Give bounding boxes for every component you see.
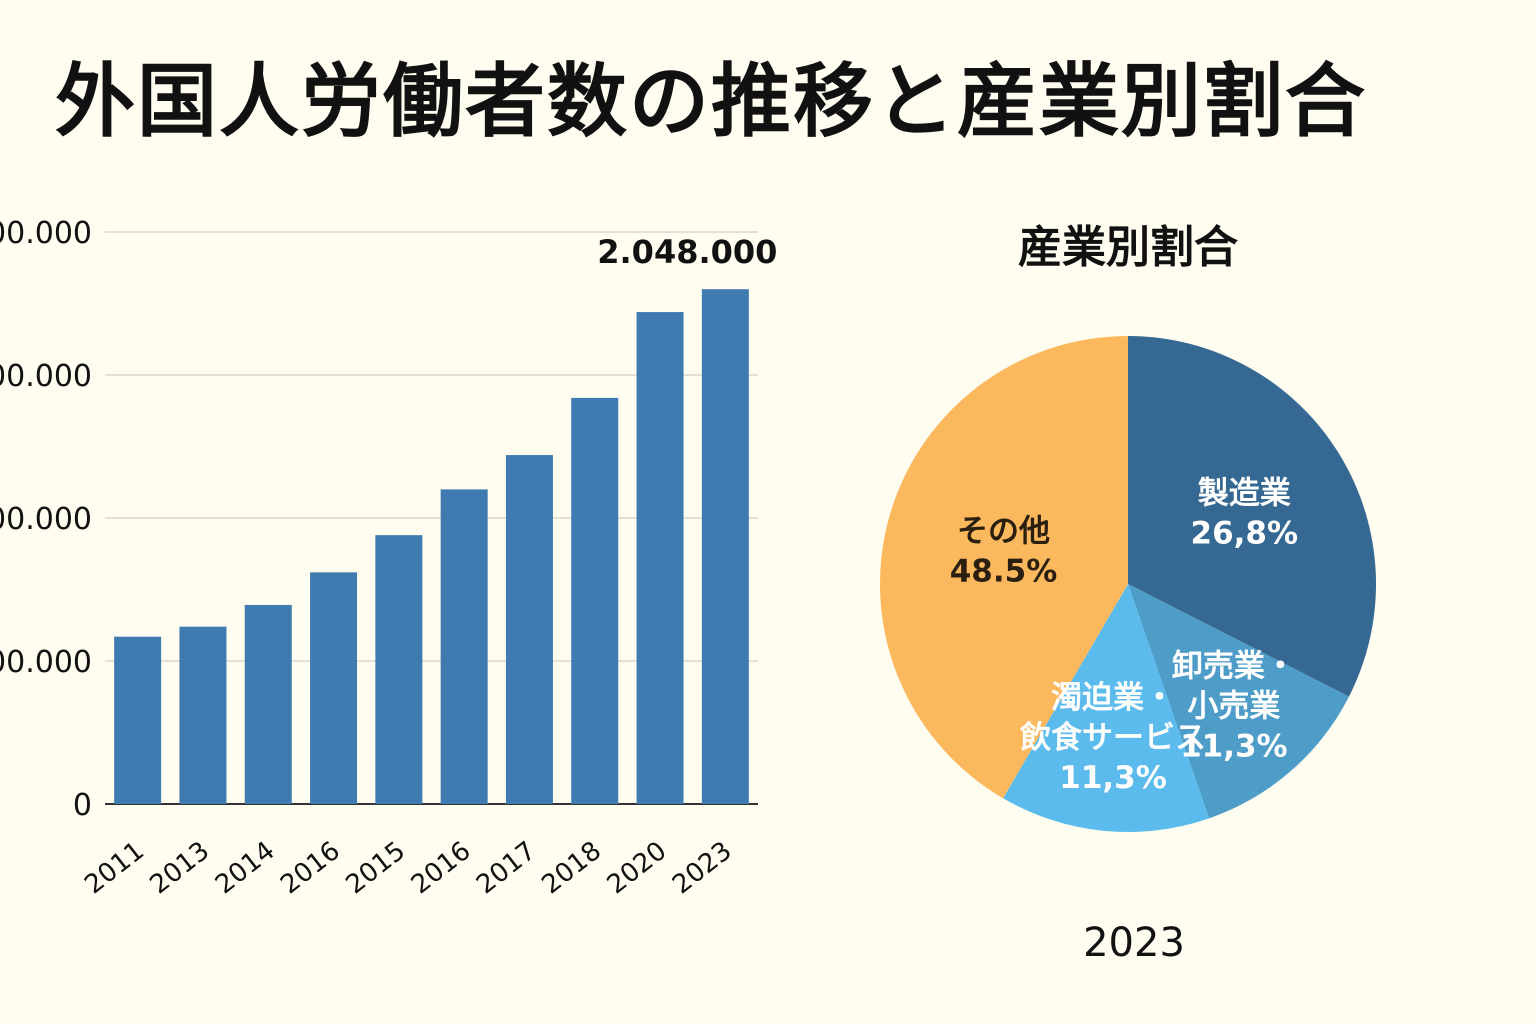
x-tick-label: 2011 [79,836,150,900]
pie-slice-label: 濁迫業・ [1051,680,1175,716]
bar [179,626,227,804]
bar [636,312,684,804]
bar-chart: 000.00000.00000.00000.000 20112013201420… [0,216,777,900]
x-tick-label: 2018 [536,836,607,900]
pie-slice-label: 卸売業・ [1172,649,1296,685]
bar [114,636,162,804]
bar [310,572,358,804]
pie-slice [1128,336,1376,697]
pie-slice-label: 11,3% [1059,760,1167,796]
x-tick-label: 2017 [471,836,542,900]
pie-title: 産業別割合 [1018,222,1238,273]
pie-slice-label: 48.5% [950,553,1058,589]
bar [571,397,619,804]
pie-slice [880,336,1128,799]
bar [505,455,553,804]
x-tick-label: 2016 [406,836,477,900]
bar [440,489,488,804]
x-tick-label: 2013 [145,836,216,900]
pie-slice-label: 小売業 [1187,689,1280,725]
pie-year-caption: 2023 [1083,920,1185,966]
x-tick-label: 2023 [667,836,738,900]
pie-slice-label: 26,8% [1191,516,1299,552]
pie-slice-label: 11,3% [1180,729,1288,765]
x-tick-label: 2020 [602,836,673,900]
x-tick-label: 2016 [275,836,346,900]
y-tick-label: 00.000 [0,359,92,394]
pie-slice-label: その他 [957,513,1050,549]
bar [701,289,749,804]
x-tick-label: 2015 [341,836,412,900]
y-tick-label: 00.000 [0,502,92,537]
bar [244,604,292,804]
pie-slice-label: 製造業 [1198,476,1291,512]
pie-slice-label: 飲食サービス [1020,720,1206,756]
bar [375,535,423,804]
y-tick-label: 00.000 [0,645,92,680]
page-title: 外国人労働者数の推移と産業別割合 [55,55,1367,148]
y-tick-label: 0 [73,788,92,823]
pie-slice [1128,584,1349,819]
pie-slice [1003,584,1210,832]
pie-chart: 産業別割合 製造業26,8%卸売業・小売業11,3%濁迫業・飲食サービス11,3… [880,222,1376,966]
bar-data-label: 2.048.000 [597,233,777,271]
y-tick-label: 00.000 [0,216,92,251]
x-tick-label: 2014 [210,836,281,900]
